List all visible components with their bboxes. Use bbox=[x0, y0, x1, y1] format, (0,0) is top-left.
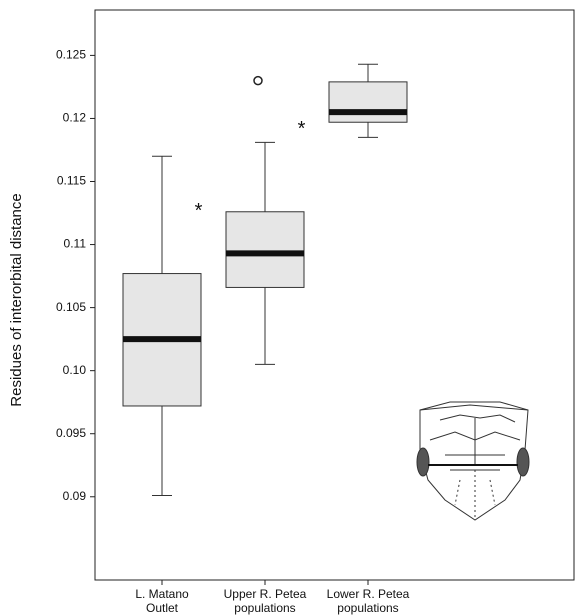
y-tick-label: 0.10 bbox=[63, 363, 87, 377]
plot-frame bbox=[94, 9, 575, 581]
x-tick-label: L. Matano Outlet bbox=[135, 587, 189, 615]
x-tick-label: Lower R. Petea populations bbox=[326, 587, 410, 615]
significance-marker: * bbox=[298, 118, 306, 140]
y-tick-label: 0.12 bbox=[63, 111, 87, 125]
y-tick-label: 0.11 bbox=[64, 237, 87, 251]
box bbox=[225, 211, 305, 288]
y-tick-label: 0.105 bbox=[56, 300, 86, 314]
y-tick-label: 0.095 bbox=[56, 426, 86, 440]
skull-illustration bbox=[416, 401, 530, 521]
x-tick-label: Upper R. Petea populations bbox=[223, 587, 307, 615]
y-tick-label: 0.115 bbox=[57, 174, 86, 188]
y-tick-label: 0.09 bbox=[63, 489, 87, 503]
y-axis-label: Residues of interorbital distance bbox=[8, 193, 25, 406]
box bbox=[328, 81, 408, 123]
significance-marker: * bbox=[195, 200, 203, 222]
y-tick-label: 0.125 bbox=[56, 48, 86, 62]
outlier bbox=[253, 75, 263, 86]
